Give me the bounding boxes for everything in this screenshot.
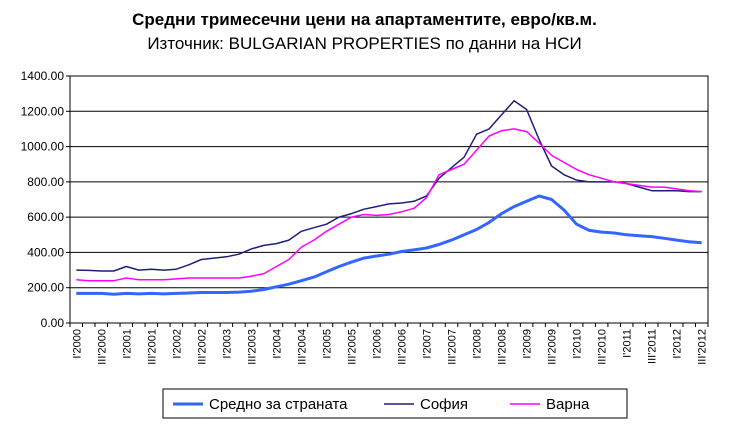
x-axis-ticks: I'2000 III'2000 I'2001 III'2001 I'2002 III'20…: [69, 323, 709, 365]
x-tick-label: I'2010: [572, 329, 584, 359]
x-tick-label: III'2010: [597, 329, 609, 365]
x-tick-label: III'2009: [547, 329, 559, 365]
legend-label-2: София: [420, 396, 468, 413]
legend-label-3: Варна: [546, 396, 590, 413]
y-tick-label: 0.00: [41, 316, 65, 330]
gridlines: [70, 110, 708, 289]
x-tick-label: I'2002: [171, 329, 183, 359]
legend-label-1: Средно за страната: [209, 396, 348, 413]
x-tick-label: III'2008: [497, 329, 509, 365]
y-tick-label: 200.00: [27, 281, 64, 295]
x-tick-label: I'2012: [672, 329, 684, 359]
x-tick-label: I'2001: [121, 329, 133, 359]
chart-subtitle: Източник: BULGARIAN PROPERTIES по данни …: [147, 34, 582, 53]
x-tick-label: I'2009: [522, 329, 534, 359]
x-tick-label: III'2005: [346, 329, 358, 365]
chart-title: Средни тримесечни цени на апартаментите,…: [132, 10, 597, 29]
y-tick-label: 1000.00: [21, 140, 65, 154]
plot-area: [69, 75, 709, 324]
y-tick-label: 600.00: [27, 210, 64, 224]
x-tick-label: I'2004: [271, 329, 283, 359]
x-tick-label: III'2004: [296, 329, 308, 365]
y-axis-ticks: 0.00 200.00 400.00 600.00 800.00 1000.00 1200.…: [21, 69, 70, 330]
x-tick-label: III'2001: [146, 329, 158, 365]
x-tick-label: I'2011: [622, 329, 634, 358]
y-tick-label: 1400.00: [21, 69, 65, 83]
x-tick-label: I'2006: [371, 329, 383, 359]
x-tick-label: III'2002: [196, 329, 208, 365]
x-tick-label: III'2003: [246, 329, 258, 365]
x-tick-label: III'2007: [447, 329, 459, 365]
x-tick-label: III'2000: [96, 329, 108, 365]
series-line-2: [76, 99, 702, 272]
x-tick-label: III'2006: [397, 329, 409, 365]
x-tick-label: I'2005: [321, 329, 333, 359]
x-tick-label: I'2000: [71, 329, 83, 359]
legend: Средно за страната София Варна: [162, 388, 628, 419]
y-tick-label: 800.00: [27, 175, 64, 189]
x-tick-label: III'2011: [647, 329, 659, 364]
x-tick-label: I'2007: [422, 329, 434, 359]
series-line-1: [76, 194, 702, 296]
x-tick-label: I'2008: [472, 329, 484, 359]
y-tick-label: 1200.00: [21, 104, 65, 118]
series-lines: [76, 99, 702, 296]
x-tick-label: I'2003: [221, 329, 233, 359]
y-tick-label: 400.00: [27, 245, 64, 259]
series-line-3: [76, 128, 702, 282]
x-tick-label: III'2012: [697, 329, 709, 365]
